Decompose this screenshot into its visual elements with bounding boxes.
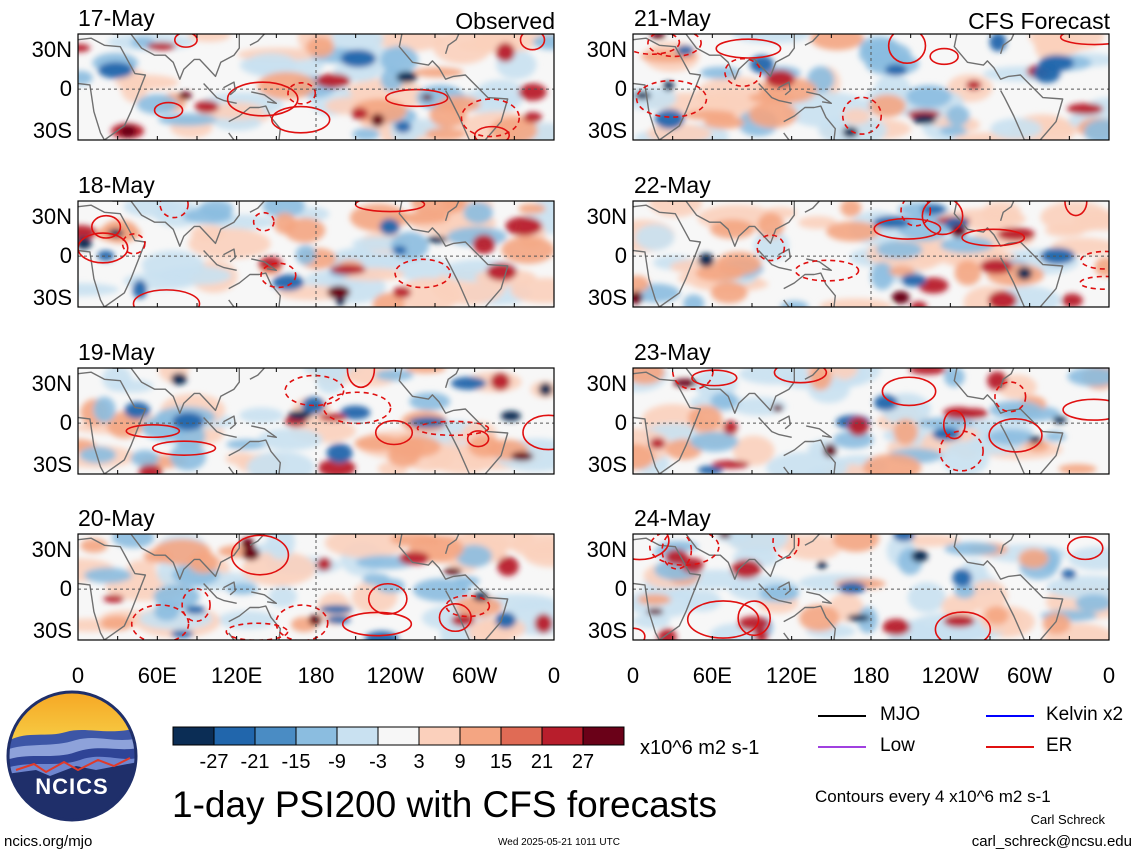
colorbar-label: 21 — [531, 751, 553, 772]
map-panel: 30N 0 30S — [587, 33, 1110, 143]
legend-er: ER — [1046, 735, 1073, 756]
lat-tick-label: 0 — [615, 243, 627, 268]
timestamp: Wed 2025-05-21 1011 UTC — [498, 837, 620, 848]
date-label: 22-May — [634, 172, 711, 198]
lat-tick-label: 30S — [33, 118, 72, 143]
lon-tick-label: 180 — [853, 663, 890, 688]
colorbar-label: 3 — [413, 751, 424, 772]
lat-tick-label: 30N — [32, 37, 72, 62]
lat-tick-label: 30S — [33, 618, 72, 643]
lon-tick-label: 60W — [1007, 663, 1052, 688]
lat-tick-label: 30S — [33, 452, 72, 477]
lat-tick-label: 30S — [588, 452, 627, 477]
lat-tick-label: 0 — [615, 76, 627, 101]
lat-tick-label: 0 — [615, 576, 627, 601]
date-label: 20-May — [78, 505, 155, 531]
date-label: 19-May — [78, 339, 155, 365]
legend-line-low — [818, 746, 866, 748]
legend-line-mjo — [818, 715, 866, 717]
date-label: 21-May — [634, 5, 711, 31]
colorbar-swatch — [213, 726, 256, 746]
colorbar-label: 27 — [572, 751, 594, 772]
lat-tick-label: 0 — [615, 410, 627, 435]
ncics-logo: NCICS — [6, 690, 138, 822]
colorbar-label: 15 — [490, 751, 512, 772]
lat-tick-label: 0 — [60, 76, 72, 101]
map-panel: 30N 0 30S — [587, 200, 1110, 310]
colorbar-label: -21 — [241, 751, 270, 772]
colorbar: -27 -21 -15 -9 -3 3 9 15 21 27 — [172, 726, 625, 772]
lon-tick-label: 120E — [766, 663, 817, 688]
colorbar-swatch — [418, 726, 461, 746]
map-panel: 30N 0 30S — [32, 200, 555, 310]
lat-tick-label: 0 — [60, 243, 72, 268]
lat-tick-label: 30S — [588, 118, 627, 143]
lon-tick-label: 0 — [1103, 663, 1115, 688]
lon-tick-label: 0 — [548, 663, 560, 688]
lon-tick-label: 0 — [627, 663, 639, 688]
author: Carl Schreck — [1030, 812, 1105, 827]
colorbar-swatch — [254, 726, 297, 746]
colorbar-swatch — [541, 726, 584, 746]
legend-line-kelvin — [986, 715, 1034, 717]
units-label: x10^6 m2 s-1 — [640, 737, 760, 759]
main-title: 1-day PSI200 with CFS forecasts — [172, 784, 717, 825]
colorbar-label: -9 — [328, 751, 346, 772]
lat-tick-label: 30N — [587, 537, 627, 562]
lon-tick-label: 0 — [72, 663, 84, 688]
colorbar-swatch — [336, 726, 379, 746]
colorbar-swatch — [295, 726, 338, 746]
forecast-label: CFS Forecast — [968, 8, 1110, 34]
email: carl_schreck@ncsu.edu — [971, 833, 1132, 850]
colorbar-swatch — [377, 726, 420, 746]
lon-tick-label: 60W — [452, 663, 497, 688]
lat-tick-label: 30S — [588, 618, 627, 643]
colorbar-swatch — [500, 726, 543, 746]
lon-tick-label: 60E — [138, 663, 177, 688]
colorbar-label: -3 — [369, 751, 387, 772]
map-panel: 30N 0 30S — [587, 533, 1110, 643]
observed-label: Observed — [455, 8, 555, 34]
lon-tick-label: 120W — [367, 663, 425, 688]
lon-tick-label: 60E — [693, 663, 732, 688]
map-panel: 30N 0 30S — [32, 533, 555, 643]
lat-tick-label: 0 — [60, 410, 72, 435]
date-label: 23-May — [634, 339, 711, 365]
legend-mjo: MJO — [880, 704, 921, 725]
colorbar-label: -27 — [200, 751, 229, 772]
contour-note: Contours every 4 x10^6 m2 s-1 — [815, 787, 1051, 806]
lat-tick-label: 0 — [60, 576, 72, 601]
lon-tick-label: 120E — [211, 663, 262, 688]
lon-tick-label: 180 — [298, 663, 335, 688]
lat-tick-label: 30N — [32, 537, 72, 562]
map-panel: 30N 0 30S — [32, 33, 555, 143]
colorbar-swatch — [582, 726, 625, 746]
map-panel: 30N 0 30S — [587, 367, 1110, 477]
lat-tick-label: 30N — [587, 37, 627, 62]
colorbar-label: -15 — [282, 751, 311, 772]
lon-tick-label: 120W — [922, 663, 980, 688]
logo-text: NCICS — [35, 774, 108, 799]
colorbar-swatch — [459, 726, 502, 746]
date-label: 18-May — [78, 172, 155, 198]
colorbar-label: 9 — [454, 751, 465, 772]
lat-tick-label: 30N — [587, 371, 627, 396]
lat-tick-label: 30N — [32, 371, 72, 396]
legend-line-er — [986, 746, 1034, 748]
colorbar-swatch — [172, 726, 215, 746]
legend-low: Low — [880, 735, 915, 756]
lat-tick-label: 30N — [32, 204, 72, 229]
legend-kelvin: Kelvin x2 — [1046, 704, 1124, 725]
map-panel: 30N 0 30S — [32, 367, 555, 477]
site-link[interactable]: ncics.org/mjo — [4, 833, 93, 850]
lat-tick-label: 30N — [587, 204, 627, 229]
lat-tick-label: 30S — [33, 285, 72, 310]
lat-tick-label: 30S — [588, 285, 627, 310]
date-label: 17-May — [78, 5, 155, 31]
date-label: 24-May — [634, 505, 711, 531]
